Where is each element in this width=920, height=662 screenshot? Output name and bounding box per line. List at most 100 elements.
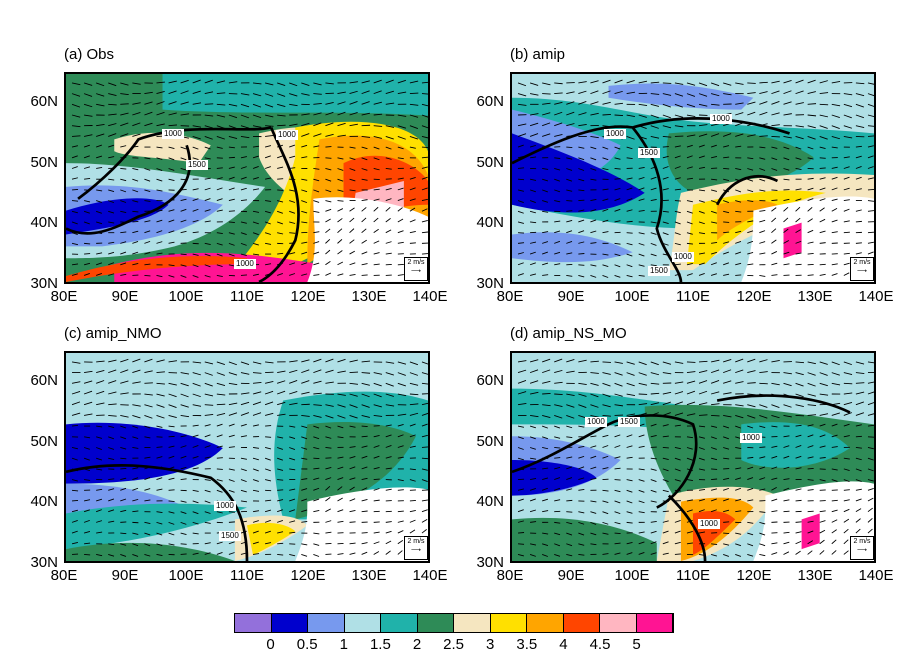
wind-vector (168, 500, 175, 503)
colorbar-label: 4 (559, 636, 568, 653)
wind-vector (192, 445, 199, 448)
wind-vector (626, 187, 633, 191)
wind-vector (517, 189, 524, 192)
x-tick-label: 120E (736, 288, 772, 305)
wind-vector (650, 103, 660, 107)
wind-vector (747, 554, 754, 557)
wind-vector (735, 487, 742, 491)
wind-vector (421, 412, 428, 416)
wind-vector (674, 520, 681, 523)
wind-vector (650, 457, 657, 460)
wind-vector (807, 540, 814, 545)
wind-vector (277, 166, 284, 169)
wind-vector (325, 447, 332, 449)
wind-vector (590, 478, 597, 481)
wind-vector (638, 232, 645, 235)
wind-vector (855, 518, 861, 523)
wind-vector (397, 177, 404, 180)
wind-vector (723, 359, 732, 363)
wind-vector (638, 146, 645, 149)
wind-vector (747, 92, 756, 95)
wind-vector (132, 111, 141, 116)
wind-vector (795, 540, 802, 545)
wind-vector (626, 91, 636, 95)
wind-vector (204, 434, 211, 438)
wind-vector (192, 102, 202, 105)
wind-vector (373, 466, 380, 470)
wind-vector (807, 91, 816, 95)
wind-vector (349, 250, 356, 255)
wind-vector (759, 425, 766, 429)
wind-vector (867, 468, 874, 472)
wind-vector (578, 123, 587, 127)
wind-vector (638, 242, 645, 246)
wind-vector (71, 200, 79, 202)
wind-vector (156, 123, 165, 127)
wind-vector (771, 542, 778, 545)
wind-vector (795, 198, 802, 202)
wind-vector (252, 479, 259, 482)
y-tick-label: 50N (30, 153, 58, 171)
wind-vector (747, 358, 756, 363)
wind-vector (252, 381, 262, 384)
wind-vector (313, 510, 320, 513)
wind-vector (698, 414, 708, 416)
wind-vector (602, 500, 609, 504)
wind-vector (650, 199, 657, 202)
wind-vector (795, 434, 802, 438)
wind-vector (771, 168, 778, 171)
colorbar-label: 5 (632, 636, 641, 653)
wind-vector (759, 414, 768, 419)
wind-vector (662, 541, 669, 545)
wind-vector (710, 509, 717, 513)
wind-vector (168, 382, 177, 386)
wind-vector (747, 370, 756, 374)
wind-vector (843, 435, 850, 438)
contour-label: 1500 (219, 531, 241, 541)
wind-vector (144, 230, 151, 234)
wind-vector (554, 92, 563, 95)
wind-vector (602, 404, 611, 408)
wind-vector (542, 436, 549, 440)
wind-vector (240, 93, 250, 96)
wind-vector (120, 509, 127, 513)
wind-vector (602, 198, 609, 202)
wind-vector (192, 198, 199, 202)
wind-vector (361, 487, 368, 491)
wind-vector (409, 393, 419, 396)
wind-vector (698, 133, 708, 137)
wind-vector (325, 189, 332, 193)
wind-vector (373, 393, 382, 398)
wind-vector (698, 498, 705, 502)
wind-vector (686, 436, 693, 439)
wind-vector (385, 424, 392, 427)
wind-vector (96, 103, 105, 107)
shaded-region (247, 522, 296, 556)
wind-vector (83, 509, 90, 513)
wind-vector (638, 479, 645, 482)
wind-vector (662, 520, 669, 523)
reference-vector: 2 m/s ⟶ (404, 536, 428, 560)
wind-vector (409, 187, 416, 191)
wind-vector (361, 80, 370, 84)
wind-vector (289, 273, 296, 276)
wind-vector (602, 79, 611, 84)
wind-vector (807, 177, 814, 180)
wind-vector (313, 274, 320, 276)
wind-vector (686, 401, 696, 406)
wind-vector (795, 168, 802, 170)
y-tick-label: 40N (476, 493, 504, 511)
wind-vector (626, 479, 633, 482)
wind-vector (807, 520, 814, 523)
wind-vector (843, 508, 850, 513)
wind-vector (554, 543, 561, 547)
wind-vector (397, 550, 403, 555)
wind-vector (349, 486, 355, 491)
wind-vector (578, 466, 585, 470)
wind-vector (96, 167, 103, 169)
wind-vector (662, 530, 669, 534)
wind-vector (204, 489, 211, 493)
wind-vector (662, 210, 669, 213)
wind-vector (120, 487, 127, 491)
wind-vector (96, 189, 103, 192)
